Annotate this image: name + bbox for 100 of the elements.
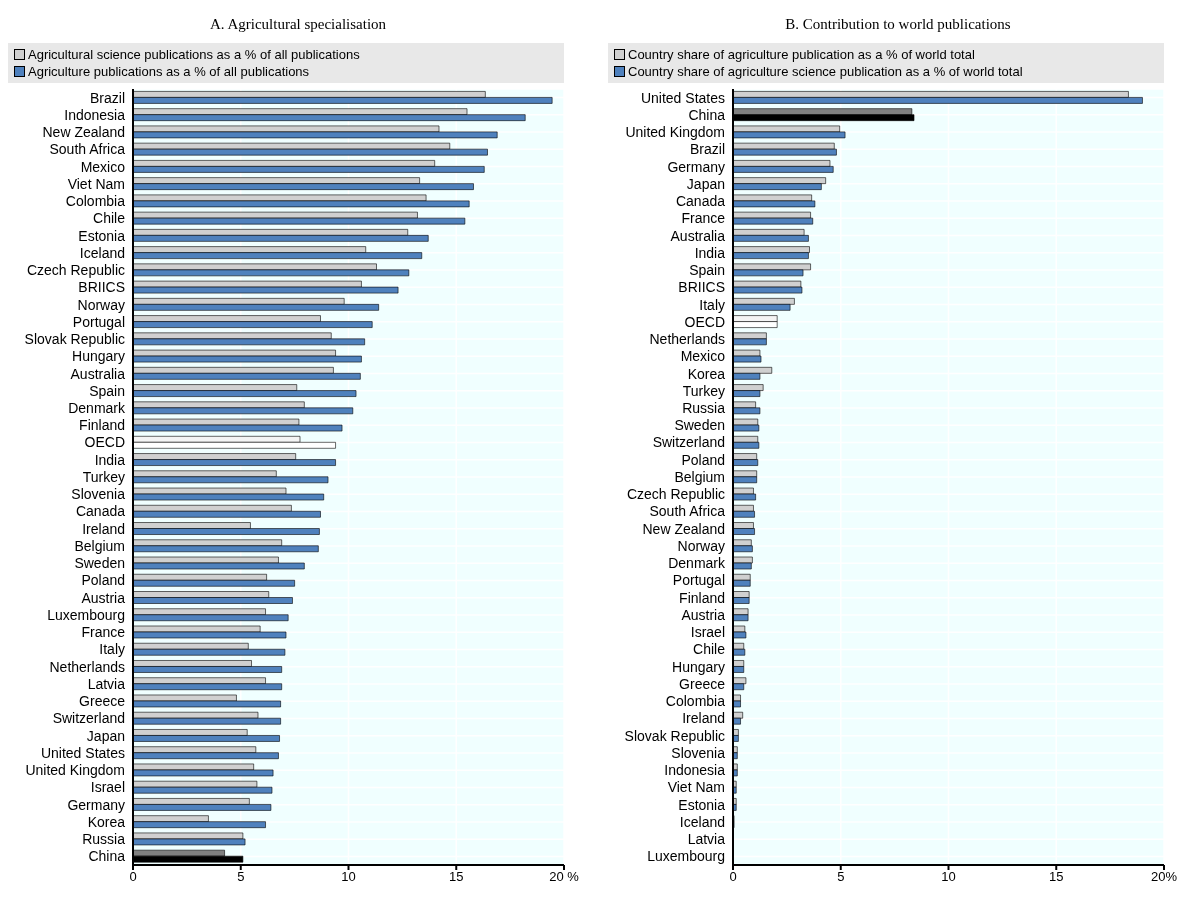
y-tick-label: Viet Nam: [667, 779, 725, 796]
y-tick-label: New Zealand: [642, 520, 725, 537]
y-tick-label: Australia: [670, 227, 726, 244]
y-tick-label: Slovenia: [71, 486, 126, 503]
y-tick-label: OECD: [684, 313, 725, 330]
y-tick-label: Netherlands: [649, 331, 725, 348]
y-tick-label: Finland: [679, 589, 725, 606]
y-tick-label: Indonesia: [64, 106, 126, 123]
y-tick-label: BRIICS: [678, 279, 725, 296]
y-tick-label: Ireland: [82, 520, 125, 537]
y-tick-label: Slovenia: [671, 744, 726, 761]
y-tick-label: Norway: [77, 296, 125, 313]
y-tick-label: Estonia: [678, 796, 726, 813]
chart-title: B. Contribution to world publications: [784, 16, 1012, 33]
y-tick-label: Israel: [90, 779, 125, 796]
y-tick-label: Russia: [682, 399, 726, 416]
x-tick-label: 10: [941, 869, 956, 885]
x-tick-label: 15: [449, 869, 464, 885]
legend-label: Agricultural science publications as a % of all publications: [28, 46, 360, 63]
x-tick-label: 20%: [1150, 869, 1178, 885]
y-tick-label: Austria: [681, 606, 726, 623]
y-tick-label: Spain: [89, 382, 125, 399]
y-tick-label: Colombia: [65, 193, 126, 210]
y-tick-label: Hungary: [672, 658, 725, 675]
y-tick-label: Portugal: [672, 572, 725, 589]
y-tick-label: Hungary: [72, 348, 125, 365]
y-tick-label: Portugal: [72, 313, 125, 330]
x-tick-label: 0: [129, 869, 137, 885]
y-tick-label: Korea: [687, 365, 726, 382]
y-tick-label: Korea: [87, 813, 126, 830]
y-tick-label: Australia: [70, 365, 126, 382]
y-tick-label: Latvia: [687, 831, 726, 848]
x-tick-label: 20 %: [549, 869, 580, 885]
x-tick-label: 15: [1049, 869, 1064, 885]
y-tick-label: Japan: [86, 727, 125, 744]
y-tick-label: Czech Republic: [626, 486, 725, 503]
y-tick-label: Finland: [79, 417, 125, 434]
y-tick-label: Estonia: [78, 227, 126, 244]
y-tick-label: Chile: [693, 641, 726, 658]
y-tick-label: Israel: [690, 624, 725, 641]
x-tick-label: 0: [729, 869, 737, 885]
x-tick-label: 5: [237, 869, 245, 885]
y-tick-label: United States: [640, 89, 725, 106]
y-tick-label: South Africa: [649, 503, 726, 520]
y-tick-label: Greece: [79, 693, 126, 710]
y-tick-label: Brazil: [89, 89, 125, 106]
y-tick-label: India: [94, 451, 126, 468]
y-tick-label: Japan: [686, 175, 725, 192]
y-tick-label: Ireland: [682, 710, 725, 727]
y-tick-label: Turkey: [82, 468, 125, 485]
y-tick-label: China: [88, 848, 126, 865]
y-tick-label: Chile: [93, 210, 126, 227]
y-tick-label: Spain: [689, 262, 725, 279]
y-tick-label: South Africa: [49, 141, 126, 158]
y-tick-label: Switzerland: [652, 434, 725, 451]
y-tick-label: Iceland: [679, 813, 725, 830]
y-tick-label: Iceland: [79, 244, 125, 261]
y-tick-label: Canada: [75, 503, 126, 520]
y-tick-label: Switzerland: [52, 710, 125, 727]
y-tick-label: Turkey: [682, 382, 725, 399]
y-tick-label: Poland: [681, 451, 725, 468]
legend-label: Country share of agriculture publication as a % of world total: [628, 46, 975, 63]
y-tick-label: Germany: [67, 796, 125, 813]
y-tick-label: Germany: [667, 158, 725, 175]
y-tick-label: Luxembourg: [647, 848, 725, 865]
y-tick-label: Denmark: [668, 555, 726, 572]
x-tick-label: 10: [341, 869, 356, 885]
y-tick-label: Mexico: [80, 158, 126, 175]
y-tick-label: Austria: [81, 589, 126, 606]
y-tick-label: Luxembourg: [47, 606, 125, 623]
legend-label: Country share of agriculture science publication as a % of world total: [628, 63, 1023, 80]
y-tick-label: Brazil: [689, 141, 725, 158]
y-tick-label: Sweden: [674, 417, 725, 434]
y-tick-label: Czech Republic: [26, 262, 125, 279]
y-tick-label: Indonesia: [664, 762, 726, 779]
x-tick-label: 5: [837, 869, 845, 885]
chart-title: A. Agricultural specialisation: [208, 16, 388, 33]
y-tick-label: United States: [40, 744, 125, 761]
legend-label: Agriculture publications as a % of all publications: [28, 63, 310, 80]
y-tick-label: France: [681, 210, 726, 227]
y-tick-label: New Zealand: [42, 124, 125, 141]
y-tick-label: Belgium: [74, 537, 125, 554]
y-tick-label: OECD: [84, 434, 125, 451]
y-tick-label: Greece: [679, 675, 726, 692]
y-tick-label: United Kingdom: [25, 762, 125, 779]
y-tick-label: Russia: [82, 831, 126, 848]
y-tick-label: Slovak Republic: [624, 727, 725, 744]
y-tick-label: United Kingdom: [625, 124, 725, 141]
y-tick-label: Norway: [677, 537, 725, 554]
y-tick-label: Latvia: [87, 675, 126, 692]
y-tick-label: BRIICS: [78, 279, 125, 296]
y-tick-label: Poland: [81, 572, 125, 589]
y-tick-label: Slovak Republic: [24, 331, 125, 348]
y-tick-label: Colombia: [665, 693, 726, 710]
y-tick-label: India: [694, 244, 726, 261]
y-tick-label: France: [81, 624, 126, 641]
y-tick-label: Italy: [99, 641, 125, 658]
y-tick-label: Italy: [699, 296, 725, 313]
y-tick-label: Viet Nam: [67, 175, 125, 192]
y-tick-label: Canada: [675, 193, 726, 210]
